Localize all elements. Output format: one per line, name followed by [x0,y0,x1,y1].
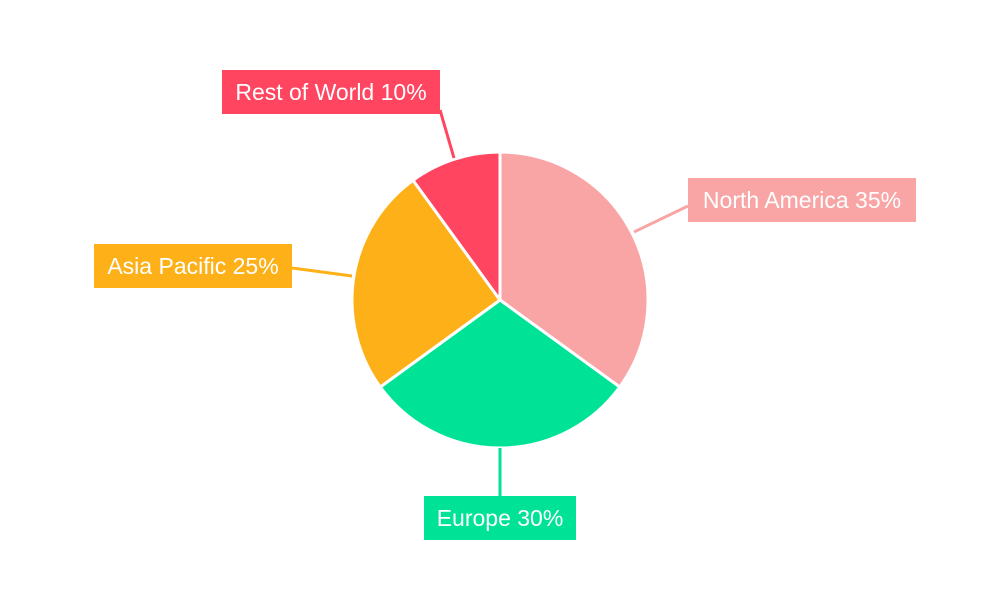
label-box-asia-pacific [94,244,292,288]
leader-line-north-america [633,204,689,234]
label-box-europe [424,496,576,540]
data-label-asia-pacific: Asia Pacific 25% [107,253,278,279]
data-label-rest-of-world: Rest of World 10% [235,79,426,105]
pie-slices [350,150,650,450]
label-box-north-america [688,178,916,222]
pie-slice-rest-of-world[interactable] [411,150,502,302]
data-label-north-america: North America 35% [703,187,901,213]
leader-line-asia-pacific [291,266,353,278]
data-labels: North America 35% Europe 30% Asia Pacific … [94,70,916,540]
pie-slice-asia-pacific[interactable] [350,178,502,389]
leader-line-rest-of-world [438,109,456,159]
pie-slice-north-america[interactable] [498,150,650,389]
pie-slice-europe[interactable] [378,298,622,450]
label-box-rest-of-world [222,70,440,114]
data-label-europe: Europe 30% [437,505,564,531]
